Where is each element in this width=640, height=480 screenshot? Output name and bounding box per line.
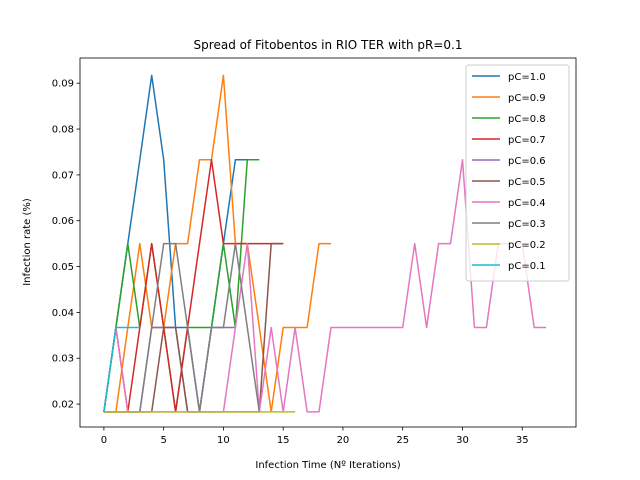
x-tick-label: 15 — [277, 435, 290, 446]
series-layer — [103, 74, 547, 413]
legend: pC=1.0 pC=0.9 pC=0.8 pC=0.7 pC=0.6 pC=0.5 pC=0… — [465, 64, 570, 282]
legend-entry: pC=0.2 — [508, 240, 546, 251]
legend-entry: pC=0.9 — [508, 93, 546, 104]
y-tick-label: 0.06 — [52, 216, 74, 227]
y-tick-label: 0.08 — [52, 125, 74, 136]
x-tick-label: 10 — [217, 435, 230, 446]
x-tick-label: 25 — [396, 435, 409, 446]
x-tick-label: 20 — [337, 435, 350, 446]
y-tick-label: 0.02 — [52, 400, 74, 411]
x-tick-label: 0 — [101, 435, 107, 446]
series-line-pc-0-7 — [103, 159, 284, 413]
legend-entry: pC=0.5 — [508, 177, 546, 188]
y-tick-label: 0.09 — [52, 79, 74, 90]
x-axis: 0 5 10 15 20 25 30 35 — [101, 427, 529, 446]
y-tick-label: 0.03 — [52, 354, 74, 365]
y-tick-label: 0.07 — [52, 170, 74, 181]
y-axis-label: Infection rate (%) — [22, 198, 33, 286]
y-tick-label: 0.04 — [52, 308, 74, 319]
legend-entry: pC=0.1 — [508, 261, 546, 272]
series-line-pc-0-9 — [103, 74, 331, 413]
legend-entry: pC=1.0 — [508, 72, 546, 83]
legend-entry: pC=0.4 — [508, 198, 546, 209]
x-tick-label: 30 — [456, 435, 469, 446]
legend-entry: pC=0.3 — [508, 219, 546, 230]
chart-title: Spread of Fitobentos in RIO TER with pR=… — [194, 38, 463, 52]
x-axis-label: Infection Time (Nº Iterations) — [255, 460, 400, 471]
y-tick-label: 0.05 — [52, 262, 74, 273]
x-tick-label: 35 — [516, 435, 529, 446]
plot-frame — [79, 57, 577, 428]
legend-box — [465, 64, 570, 282]
legend-entry: pC=0.6 — [508, 156, 546, 167]
legend-entry: pC=0.7 — [508, 135, 546, 146]
y-axis: 0.02 0.03 0.04 0.05 0.06 0.07 0.08 0.09 — [52, 79, 80, 411]
series-line-pc-0-1 — [103, 326, 140, 413]
x-tick-label: 5 — [160, 435, 166, 446]
legend-entry: pC=0.8 — [508, 114, 546, 125]
